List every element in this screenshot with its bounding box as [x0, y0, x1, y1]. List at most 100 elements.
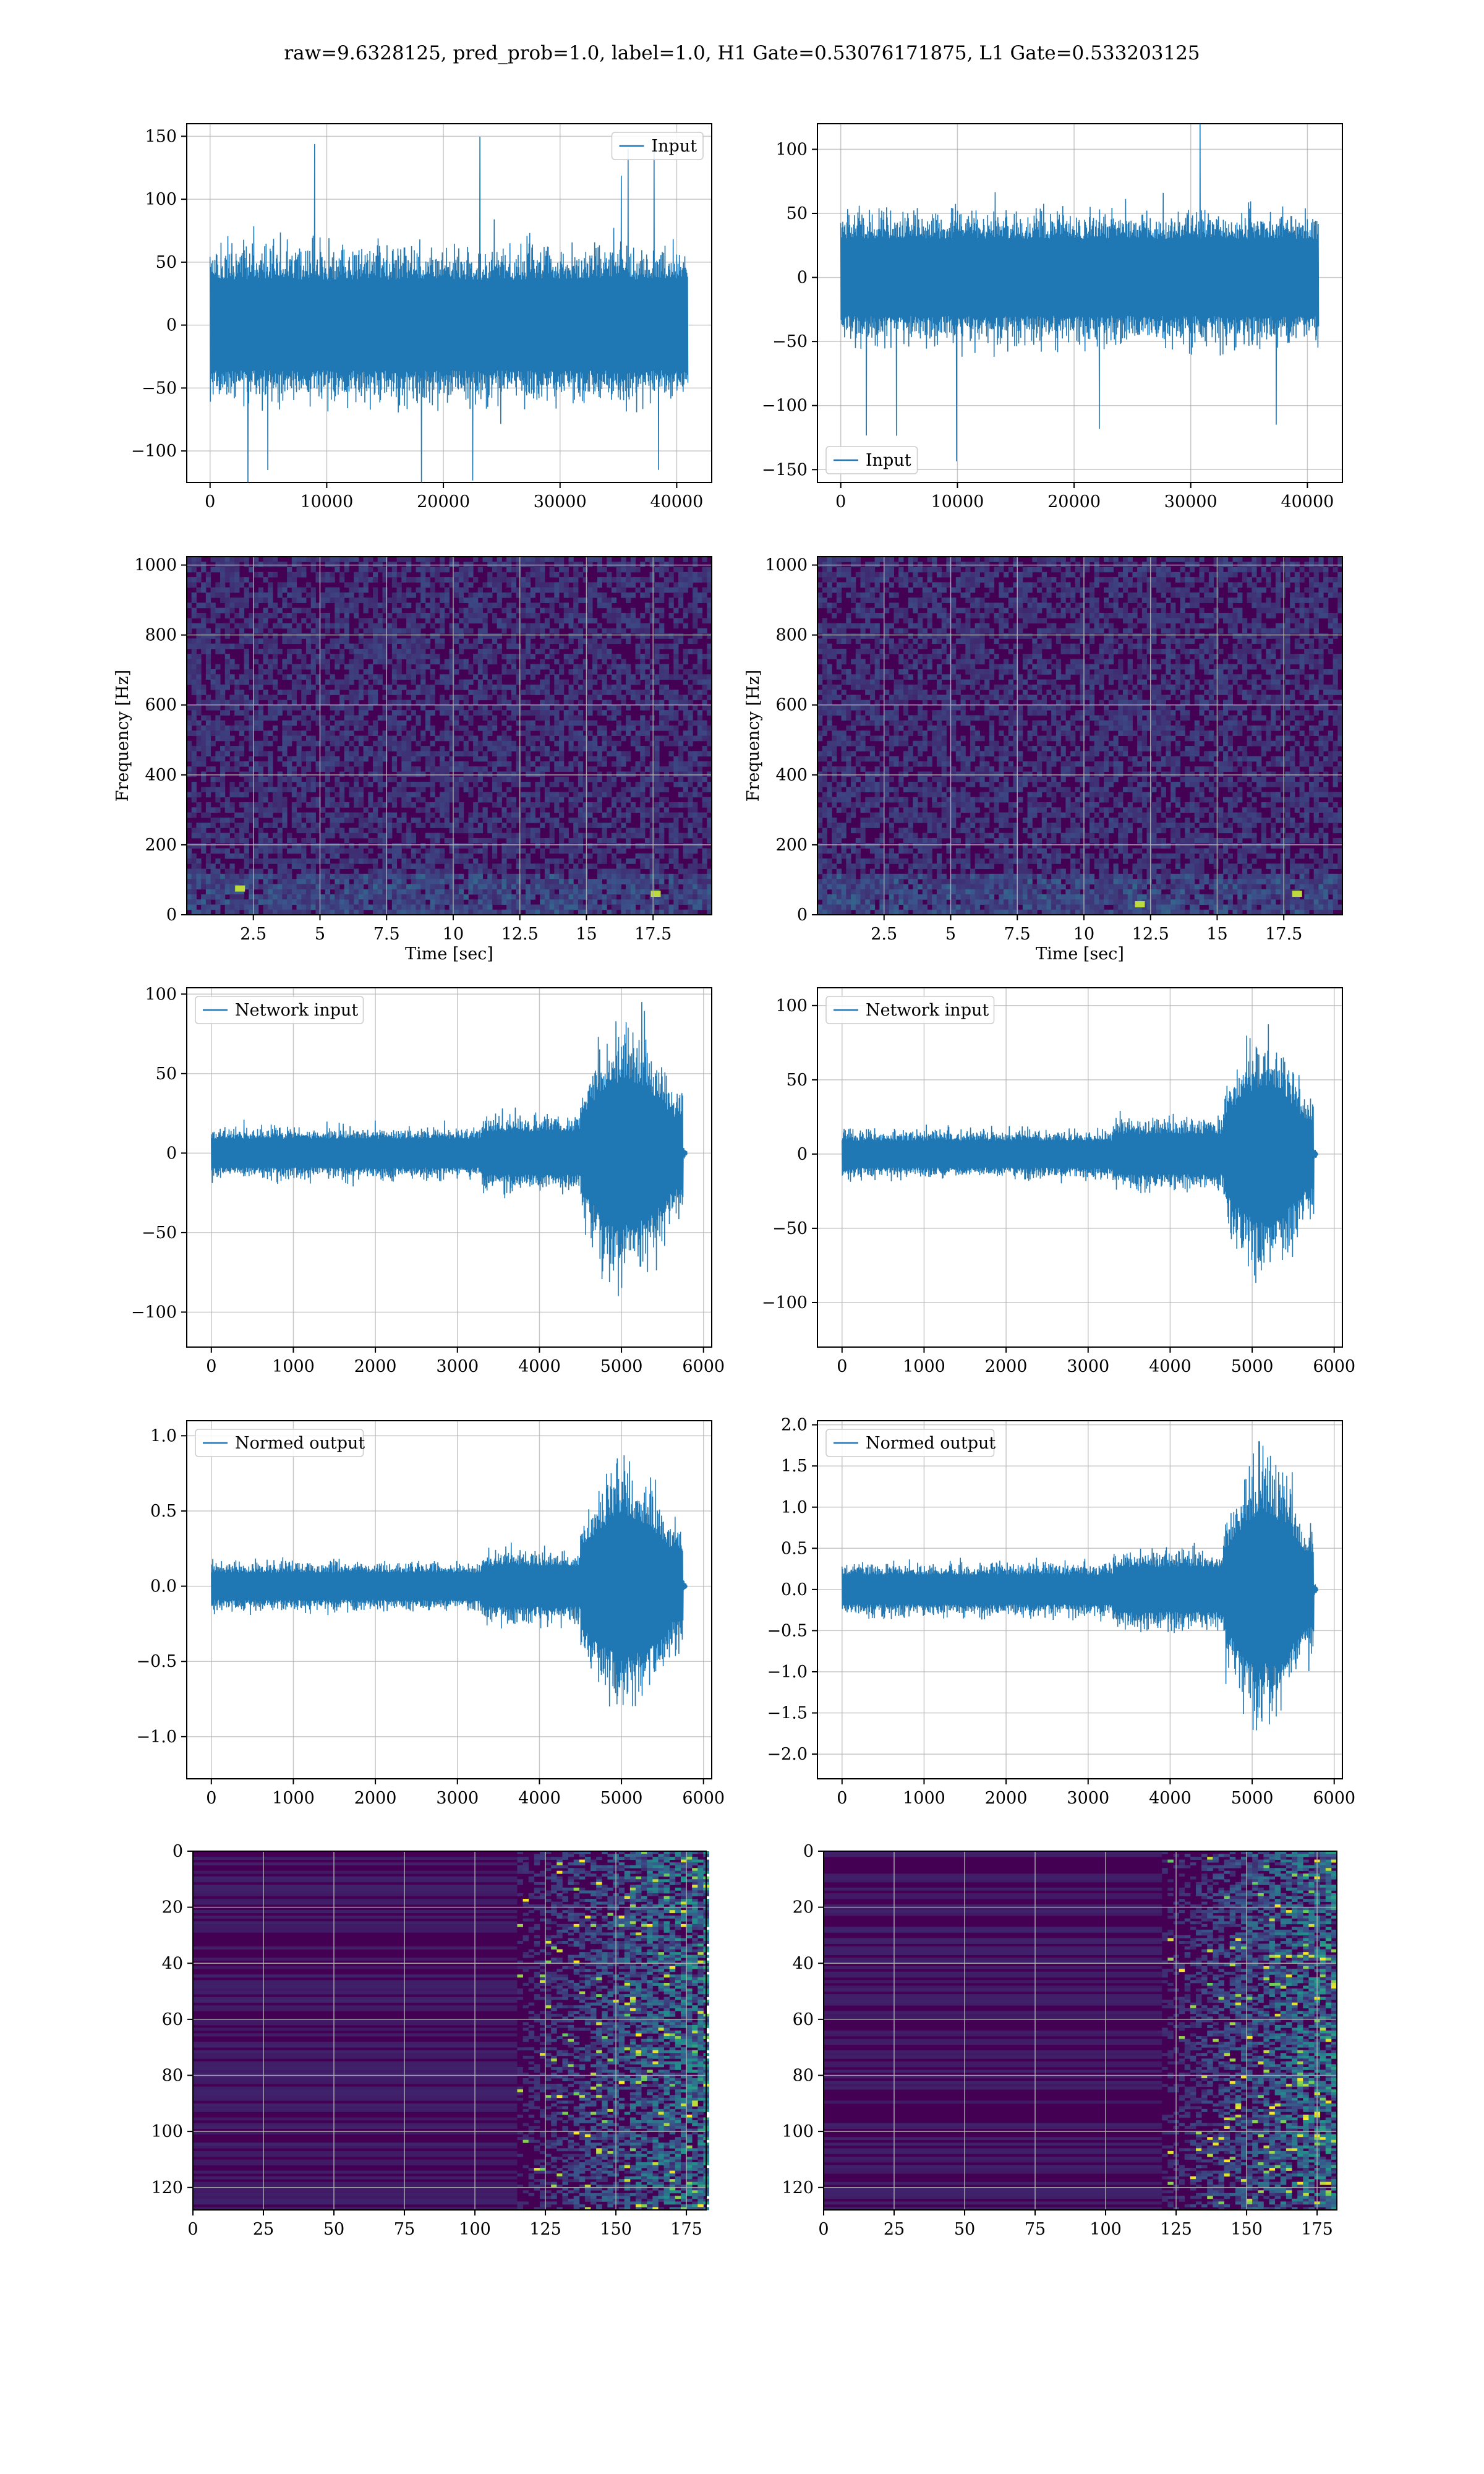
heatmap-cell [397, 792, 402, 797]
heatmap-cell [425, 638, 430, 644]
heatmap-cell [349, 818, 354, 823]
heatmap-cell [659, 628, 664, 634]
heatmap-cell [602, 813, 607, 818]
heatmap-cell [545, 761, 550, 767]
heatmap-cell [464, 623, 469, 629]
heatmap-cell [664, 685, 669, 690]
heatmap-cell [335, 644, 339, 649]
heatmap-cell [587, 751, 592, 756]
heatmap-cell [607, 787, 612, 792]
heatmap-cell [287, 741, 292, 747]
heatmap-cell [263, 623, 268, 629]
heatmap-cell [373, 874, 378, 880]
heatmap-cell [483, 858, 488, 864]
heatmap-cell [473, 638, 478, 644]
heatmap-cell [554, 797, 559, 803]
heatmap-cell [597, 644, 602, 649]
heatmap-cell [406, 654, 411, 659]
heatmap-cell [368, 889, 373, 895]
heatmap-cell [325, 613, 330, 618]
heatmap-cell [492, 562, 497, 567]
heatmap-cell [664, 633, 669, 639]
heatmap-cell [273, 904, 278, 910]
heatmap-cell [654, 608, 659, 614]
heatmap-cell [220, 597, 225, 603]
heatmap-cell [263, 889, 268, 895]
heatmap-cell [587, 680, 592, 685]
heatmap-cell [616, 705, 621, 711]
heatmap-cell [583, 818, 588, 823]
heatmap-cell [344, 736, 349, 742]
heatmap-cell [540, 582, 545, 588]
heatmap-cell [292, 879, 297, 884]
heatmap-cell [335, 879, 339, 884]
heatmap-cell [492, 577, 497, 583]
heatmap-cell [254, 695, 258, 700]
heatmap-cell [206, 889, 211, 895]
heatmap-cell [339, 863, 344, 869]
heatmap-cell [559, 680, 564, 685]
heatmap-cell [354, 854, 359, 859]
heatmap-cell [511, 854, 516, 859]
heatmap-cell [435, 838, 440, 844]
heatmap-cell [325, 894, 330, 900]
heatmap-cell [645, 843, 650, 849]
heatmap-cell [335, 638, 339, 644]
heatmap-cell [602, 904, 607, 910]
heatmap-cell [650, 557, 655, 562]
heatmap-cell [440, 746, 445, 751]
heatmap-cell [359, 899, 364, 905]
heatmap-cell [354, 787, 359, 792]
heatmap-cell [225, 633, 230, 639]
heatmap-cell [459, 649, 464, 654]
heatmap-cell [454, 874, 459, 880]
heatmap-cell [631, 802, 636, 808]
heatmap-cell [244, 680, 249, 685]
heatmap-cell [364, 562, 369, 567]
heatmap-cell [387, 746, 392, 751]
heatmap-cell [196, 680, 201, 685]
heatmap-cell [401, 644, 406, 649]
heatmap-cell [325, 843, 330, 849]
heatmap-cell [531, 572, 535, 578]
heatmap-cell [445, 863, 450, 869]
heatmap-cell [506, 669, 511, 675]
heatmap-cell [612, 884, 616, 889]
heatmap-cell [535, 690, 540, 695]
heatmap-cell [206, 854, 211, 859]
heatmap-cell [339, 904, 344, 910]
heatmap-cell [659, 562, 664, 567]
heatmap-cell [292, 608, 297, 614]
heatmap-cell [244, 771, 249, 777]
heatmap-cell [531, 802, 535, 808]
heatmap-cell [406, 577, 411, 583]
heatmap-cell [416, 858, 420, 864]
heatmap-cell [693, 771, 697, 777]
heatmap-cell [693, 889, 697, 895]
heatmap-cell [626, 593, 631, 598]
heatmap-cell [239, 828, 244, 833]
heatmap-cell [416, 889, 420, 895]
heatmap-cell [483, 848, 488, 854]
heatmap-cell [454, 899, 459, 905]
heatmap-cell [554, 618, 559, 623]
heatmap-cell [483, 838, 488, 844]
heatmap-cell [645, 730, 650, 736]
heatmap-cell [501, 761, 506, 767]
heatmap-cell [206, 628, 211, 634]
heatmap-cell [311, 802, 316, 808]
heatmap-cell [411, 649, 416, 654]
heatmap-cell [459, 726, 464, 731]
heatmap-cell [554, 721, 559, 726]
heatmap-cell [597, 557, 602, 562]
heatmap-cell [626, 726, 631, 731]
heatmap-cell [354, 721, 359, 726]
heatmap-cell [373, 730, 378, 736]
heatmap-cell [464, 858, 469, 864]
heatmap-cell [239, 879, 244, 884]
heatmap-cell [497, 863, 502, 869]
heatmap-cell [364, 654, 369, 659]
heatmap-cell [592, 721, 597, 726]
heatmap-cell [478, 787, 483, 792]
heatmap-cell [330, 726, 335, 731]
